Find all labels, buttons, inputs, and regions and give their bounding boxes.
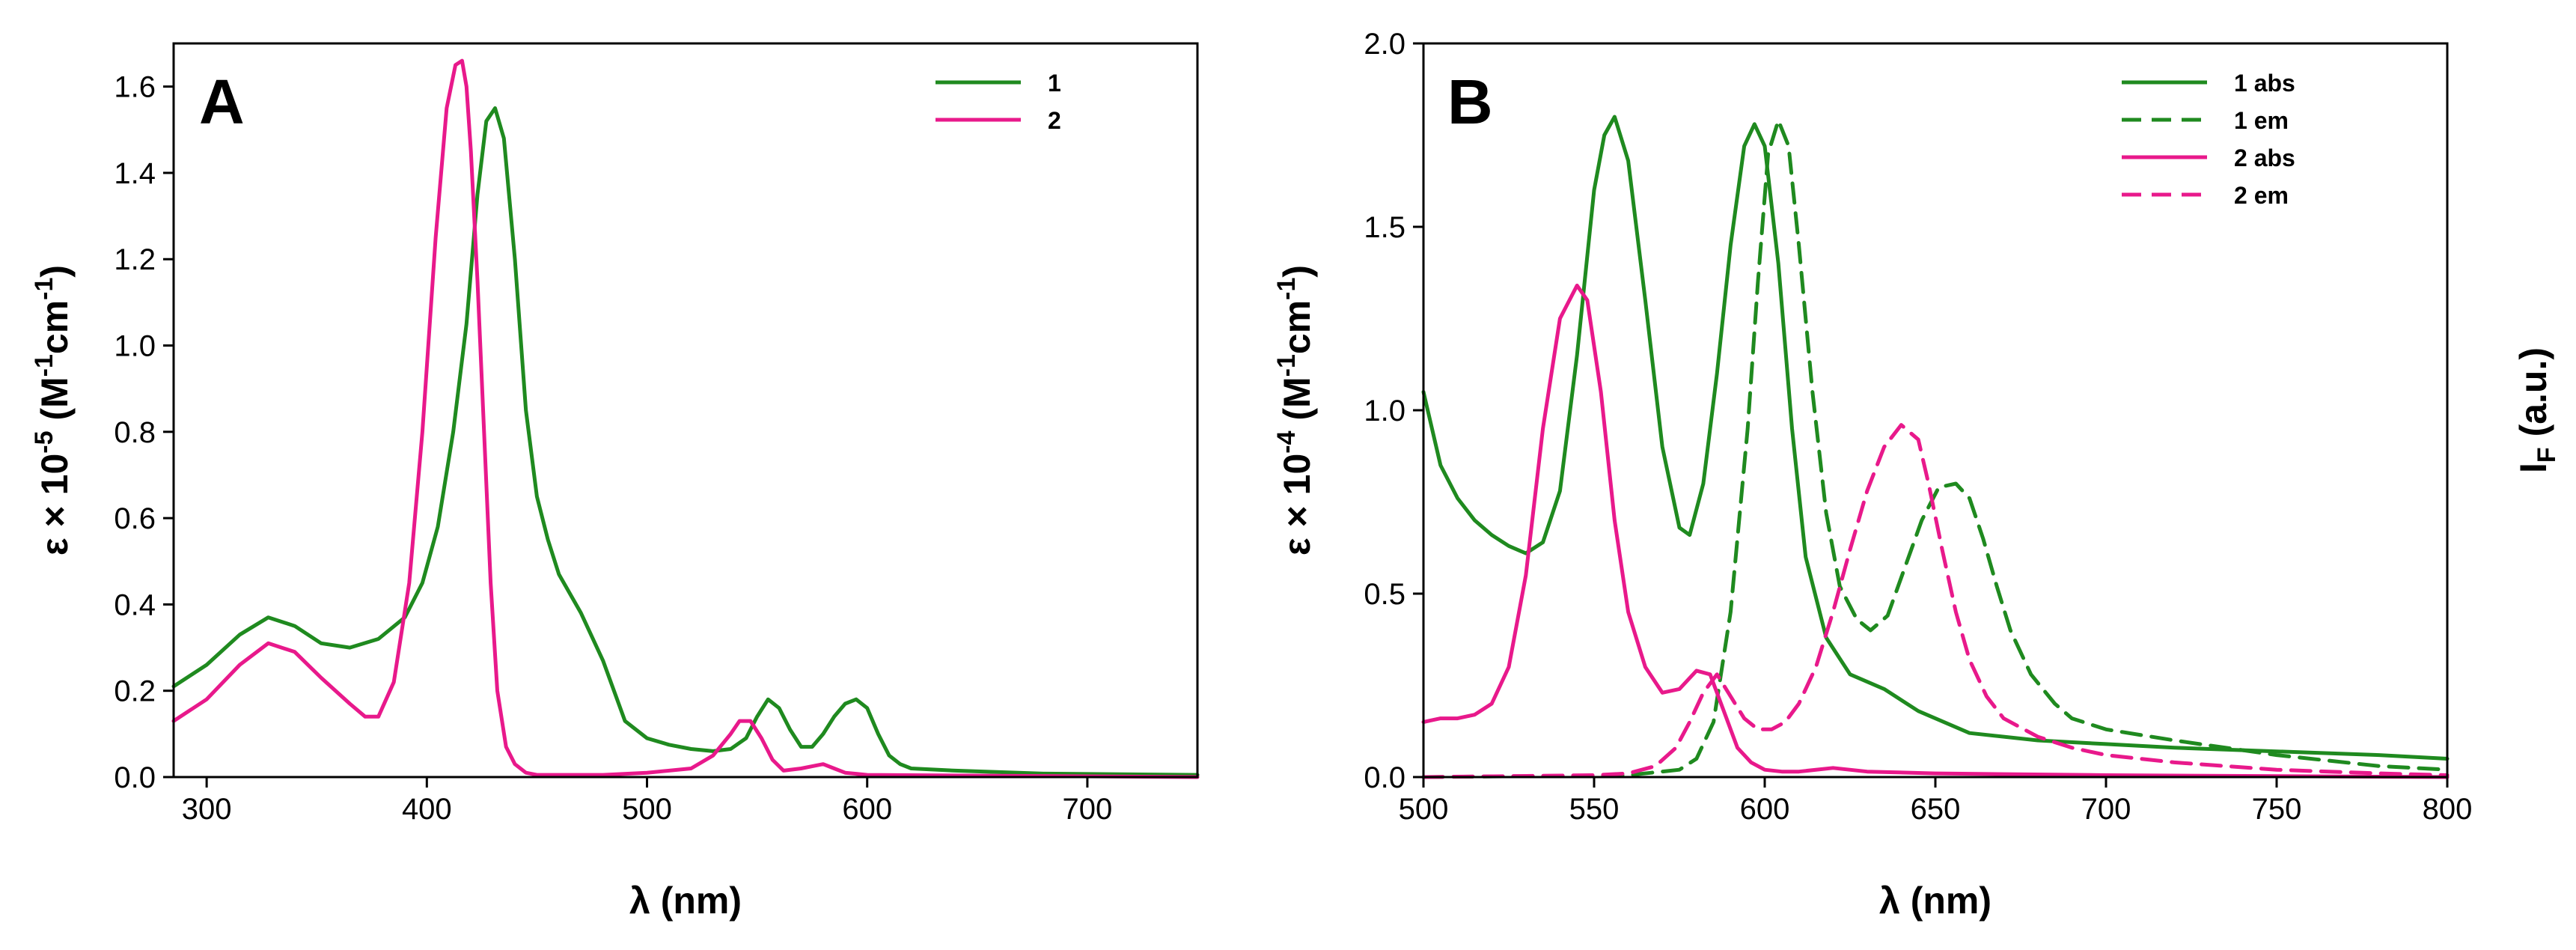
panel-b-x-tick-label: 700	[2081, 793, 2131, 826]
panel-a-y-axis-exp2: -1	[30, 354, 58, 377]
panel-a-y-axis-prefix: ε × 10	[34, 454, 76, 555]
panel-b-y-axis-exp3: -1	[1272, 278, 1301, 300]
panel-b-right-axis-label: IF (a.u.)	[2512, 347, 2561, 473]
panel-b-series-line-2-em	[1421, 423, 2450, 779]
panel-b-y-tick-label: 0.0	[1364, 761, 1405, 794]
panel-a-y-tick-label: 1.2	[114, 243, 156, 276]
panel-a-x-axis-unit: (nm)	[650, 880, 742, 922]
panel-b-x-tick-label: 550	[1569, 793, 1620, 826]
panel-b-legend-label-2-em: 2 em	[2234, 182, 2289, 209]
panel-b-ticks: 500 550 600 650 700 750 800 0.0 0.5 1.0 1.5 2.0	[1364, 28, 2472, 826]
panel-a-y-tick-label: 0.2	[114, 675, 156, 708]
panel-b-x-tick-label: 800	[2423, 793, 2473, 826]
panel-a-y-axis-exp3: -1	[30, 278, 58, 300]
panel-b-series-line-1-em	[1421, 118, 2450, 779]
panel-b-y-axis-prefix: ε × 10	[1276, 454, 1318, 555]
panel-a-y-axis-label: ε × 10-5 (M-1cm-1)	[30, 265, 76, 555]
panel-a-x-tick-label: 700	[1063, 793, 1113, 826]
panel-a-y-tick-label: 0.8	[114, 416, 156, 449]
panel-b-series	[1421, 115, 2450, 779]
panel-b-legend: 1 abs 1 em 2 abs 2 em	[2122, 70, 2295, 209]
panel-b-x-axis-label: λ (nm)	[1879, 880, 1991, 922]
panel-b-right-axis-main: I	[2512, 463, 2554, 473]
panel-b-legend-label-1-em: 1 em	[2234, 107, 2289, 134]
panel-a-y-axis-unit-m: (M	[34, 377, 76, 430]
panel-b-y-axis-exp: -4	[1272, 430, 1301, 453]
panel-b-right-axis-unit: (a.u.)	[2512, 347, 2554, 447]
panel-b-series-line-1-abs	[1421, 115, 2450, 761]
panel-a-legend-label-1: 1	[1048, 70, 1061, 97]
panel-a-series-line-2	[171, 58, 1200, 779]
panel-a-x-tick-label: 500	[622, 793, 672, 826]
panel-b-x-tick-label: 600	[1740, 793, 1790, 826]
panel-b-label: B	[1447, 67, 1493, 137]
panel-b-legend-label-2-abs: 2 abs	[2234, 144, 2295, 171]
panel-a-y-tick-label: 1.6	[114, 71, 156, 104]
panel-b-y-tick-label: 0.5	[1364, 578, 1405, 611]
panel-a-plot-frame	[172, 42, 1199, 779]
panel-b-y-axis-unit-m: (M	[1276, 377, 1318, 430]
panel-b-legend-label-1-abs: 1 abs	[2234, 70, 2295, 97]
panel-b-y-axis-close: )	[1276, 265, 1318, 278]
panel-a-legend: 12	[936, 70, 1061, 134]
panel-a-x-tick-label: 300	[182, 793, 232, 826]
panel-a-x-tick-label: 600	[842, 793, 892, 826]
panel-b-y-axis-label: ε × 10-4 (M-1cm-1)	[1272, 265, 1318, 555]
panel-b-right-axis-sub: F	[2533, 447, 2561, 463]
panel-a-series	[171, 58, 1200, 779]
panel-a-label: A	[199, 67, 245, 137]
panel-a-y-tick-label: 1.4	[114, 157, 156, 190]
panel-b-x-axis-symbol: λ	[1879, 880, 1900, 922]
panel-a-y-tick-label: 0.4	[114, 588, 156, 621]
panel-b-y-axis-exp2: -1	[1272, 354, 1301, 377]
panel-a-x-axis-label: λ (nm)	[629, 880, 742, 922]
panel-b-x-axis-unit: (nm)	[1900, 880, 1991, 922]
panel-a-y-axis-exp: -5	[30, 431, 58, 454]
panel-a-y-axis-unit-cm: cm	[34, 300, 76, 354]
panel-a-series-line-1	[171, 106, 1200, 777]
panel-a-legend-label-2: 2	[1048, 107, 1061, 134]
panel-a-ticks: 300 400 500 600 700 0.0 0.2 0.4 0.6 0.8 1.0 1.2 1.4 1…	[114, 71, 1112, 826]
panel-b-x-tick-label: 750	[2252, 793, 2302, 826]
panel-a-x-axis-symbol: λ	[629, 880, 650, 922]
panel-a-y-axis-close: )	[34, 265, 76, 278]
panel-b: 500 550 600 650 700 750 800 0.0 0.5 1.0 1.5 2.0 B 1…	[1272, 28, 2561, 922]
panel-b-y-axis-unit-cm: cm	[1276, 300, 1318, 354]
panel-a-y-tick-label: 0.0	[114, 761, 156, 794]
panel-b-series-line-2-abs	[1421, 283, 2450, 779]
panel-a-y-tick-label: 1.0	[114, 330, 156, 363]
panel-b-y-tick-label: 1.5	[1364, 211, 1405, 244]
panel-a-x-tick-label: 400	[402, 793, 452, 826]
panel-b-y-tick-label: 2.0	[1364, 28, 1405, 61]
panel-a: 300 400 500 600 700 0.0 0.2 0.4 0.6 0.8 1.0 1.2 1.4 1…	[30, 42, 1200, 922]
panel-b-x-tick-label: 500	[1399, 793, 1449, 826]
panel-b-y-tick-label: 1.0	[1364, 395, 1405, 427]
panel-a-y-tick-label: 0.6	[114, 502, 156, 535]
panel-b-x-tick-label: 650	[1911, 793, 1961, 826]
